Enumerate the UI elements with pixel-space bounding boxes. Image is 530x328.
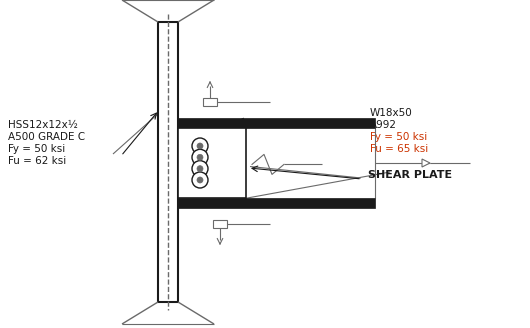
Text: Fu = 62 ksi: Fu = 62 ksi — [8, 156, 66, 166]
Circle shape — [197, 154, 203, 160]
Polygon shape — [422, 159, 430, 167]
Text: A500 GRADE C: A500 GRADE C — [8, 132, 85, 142]
Text: HSS12x12x½: HSS12x12x½ — [8, 120, 78, 130]
Text: Fu = 65 ksi: Fu = 65 ksi — [370, 144, 428, 154]
Circle shape — [197, 166, 203, 172]
Bar — [178, 118, 375, 128]
Circle shape — [192, 172, 208, 188]
Bar — [203, 98, 217, 106]
Circle shape — [192, 149, 208, 165]
Circle shape — [197, 143, 203, 149]
Text: SHEAR PLATE: SHEAR PLATE — [368, 170, 452, 180]
Text: W18x50: W18x50 — [370, 108, 413, 118]
Bar — [178, 128, 246, 198]
Bar — [178, 198, 375, 208]
Circle shape — [197, 177, 203, 183]
Circle shape — [192, 161, 208, 177]
Circle shape — [192, 138, 208, 154]
Text: Fy = 50 ksi: Fy = 50 ksi — [370, 132, 427, 142]
Text: Fy = 50 ksi: Fy = 50 ksi — [8, 144, 65, 154]
Bar — [213, 220, 227, 228]
Text: A992: A992 — [370, 120, 397, 130]
Bar — [158, 22, 178, 302]
